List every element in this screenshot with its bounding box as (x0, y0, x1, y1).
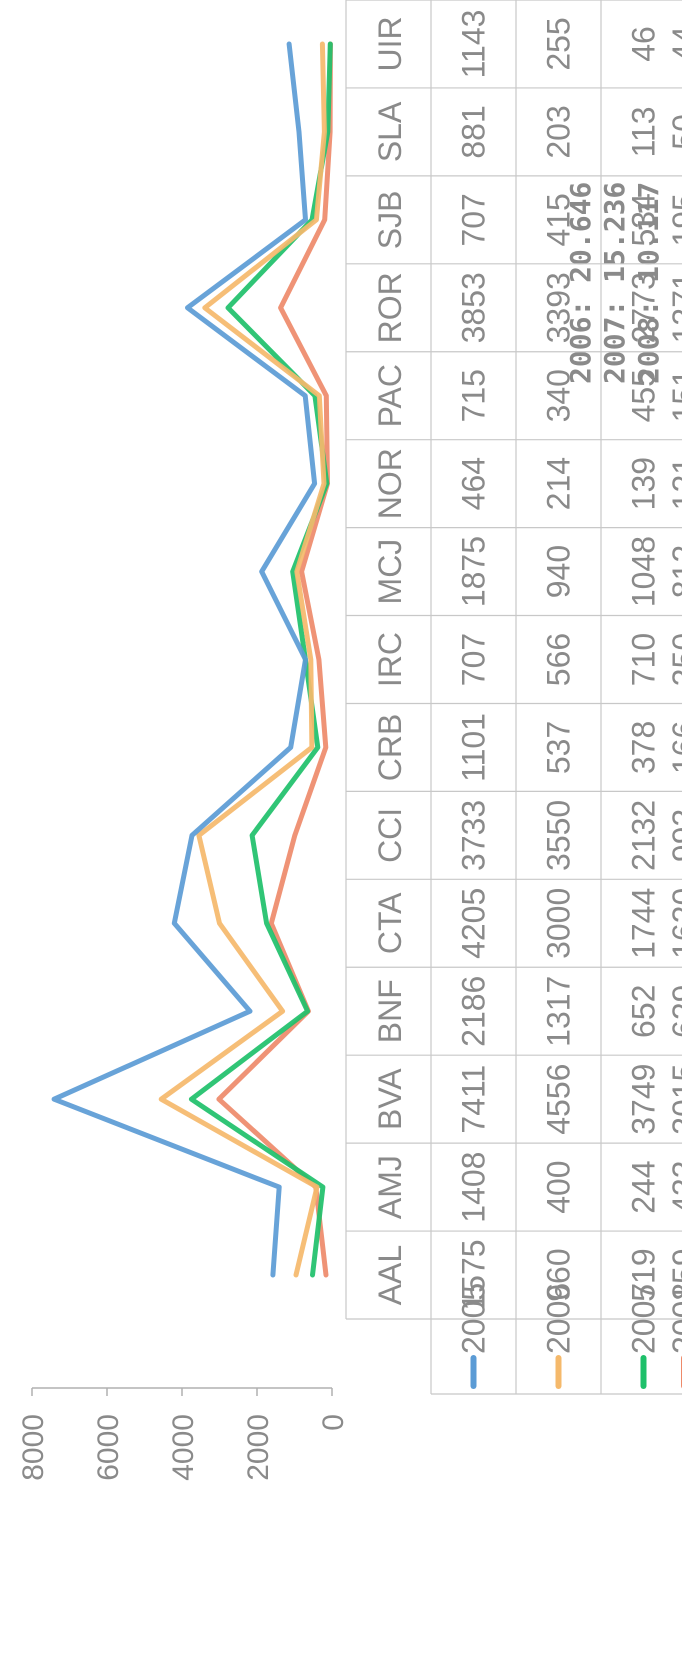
table-cell: 710 (626, 633, 662, 686)
table-cell: 113 (626, 106, 662, 157)
table-cell: 195 (666, 193, 682, 246)
data-table: AAL AMJ BVA BNF CTA CCI CRB IRC MCJ NOR PAC ROR SJB S… (345, 0, 682, 1395)
category-label-cta: CTA (372, 892, 408, 954)
category-label-aal: AAL (372, 1245, 408, 1305)
table-cell: 519 (626, 1248, 662, 1301)
table-cell: 3550 (541, 800, 577, 871)
category-label-bnf: BNF (372, 979, 408, 1043)
table-cell: 214 (541, 457, 577, 510)
category-label-sla: SLA (372, 101, 408, 162)
table-cell: 707 (456, 633, 492, 686)
table-cell: 50 (666, 114, 682, 150)
category-label-crb: CRB (372, 714, 408, 782)
table-cell: 1101 (456, 713, 492, 782)
table-cell: 1575 (456, 1239, 492, 1310)
table-cell: 415 (541, 193, 577, 246)
table-cell: 4205 (456, 888, 492, 959)
category-label-ror: ROR (372, 272, 408, 343)
table-cell: 159 (666, 1248, 682, 1301)
table-cell: 121 (666, 457, 682, 510)
table-cell: 1620 (666, 888, 682, 959)
total-2007: 2007: 15.236 (598, 182, 631, 384)
table-cell: 7411 (456, 1065, 492, 1134)
table-cell: 1143 (456, 10, 492, 79)
table-cell: 2132 (626, 800, 662, 871)
y-tick-label: 0 (317, 1414, 350, 1431)
table-cell: 812 (666, 545, 682, 598)
table-cell: 44 (666, 26, 682, 62)
table-cell: 1048 (626, 536, 662, 607)
table-cell: 455 (626, 369, 662, 422)
series-lines (51, 41, 333, 1278)
table-cell: 255 (541, 17, 577, 70)
table-cell: 707 (456, 193, 492, 246)
y-tick-label: 4000 (167, 1414, 200, 1481)
legend-label-2006: 2006 (541, 1283, 577, 1354)
totals-annotation: 2006: 20.646 2007: 15.236 2008: 10.117 (564, 182, 665, 384)
table-cell: 3733 (456, 800, 492, 871)
table-cell: 3749 (626, 1064, 662, 1135)
table-cell: 1317 (541, 976, 577, 1047)
category-label-amj: AMJ (372, 1155, 408, 1219)
series-line-2008 (216, 41, 333, 1278)
y-axis: 8000 6000 4000 2000 0 (17, 1387, 350, 1481)
table-cell: 3000 (541, 888, 577, 959)
table-cell: 166 (666, 721, 682, 774)
table-cell: 400 (541, 1160, 577, 1213)
table-cell: 3015 (666, 1064, 682, 1135)
table-cell: 1744 (626, 888, 662, 959)
table-cell: 1408 (456, 1152, 492, 1223)
table-cell: 3393 (541, 272, 577, 343)
y-tick-label: 8000 (17, 1414, 50, 1481)
table-cell: 139 (626, 457, 662, 510)
legend-label-2007: 2007 (626, 1283, 662, 1354)
table-cell: 244 (626, 1160, 662, 1213)
table-cell: 993 (666, 809, 682, 862)
table-cell: 350 (666, 633, 682, 686)
legend-label-2008: 2008 (666, 1283, 682, 1354)
legend-label-2005: 2005 (456, 1283, 492, 1354)
table-cell: 3853 (456, 272, 492, 343)
table-cell: 715 (456, 369, 492, 422)
table-cell: 2773 (626, 272, 662, 343)
table-cell: 960 (541, 1248, 577, 1301)
category-label-irc: IRC (372, 632, 408, 687)
series-line-2006 (158, 41, 327, 1278)
table-cell: 151 (666, 369, 682, 422)
table-cell: 378 (626, 721, 662, 774)
category-label-bva: BVA (372, 1068, 408, 1130)
series-line-2005 (51, 41, 318, 1278)
table-cell: 881 (456, 105, 492, 158)
table-cell: 1875 (456, 536, 492, 607)
table-cell: 566 (541, 633, 577, 686)
table-cell: 203 (541, 105, 577, 158)
table-cell: 433 (666, 1160, 682, 1213)
table-cell: 464 (456, 457, 492, 510)
category-label-sjb: SJB (372, 190, 408, 249)
table-cell: 2186 (456, 976, 492, 1047)
category-label-uir: UIR (372, 16, 408, 71)
table-cell: 340 (541, 369, 577, 422)
table-cell: 46 (626, 26, 662, 62)
category-label-cci: CCI (372, 808, 408, 863)
table-cell: 537 (541, 721, 577, 774)
table-cell: 652 (626, 985, 662, 1038)
table-cell: 1371 (666, 272, 682, 343)
table-cell: 940 (541, 545, 577, 598)
y-tick-label: 2000 (242, 1414, 275, 1481)
category-label-pac: PAC (372, 364, 408, 427)
table-cell: 4556 (541, 1064, 577, 1135)
total-2008: 2008: 10.117 (632, 182, 665, 384)
y-tick-label: 6000 (92, 1414, 125, 1481)
total-2006: 2006: 20.646 (564, 182, 597, 384)
category-label-nor: NOR (372, 448, 408, 519)
category-label-mcj: MCJ (372, 539, 408, 605)
table-cell: 534 (626, 193, 662, 246)
table-cell: 629 (666, 985, 682, 1038)
